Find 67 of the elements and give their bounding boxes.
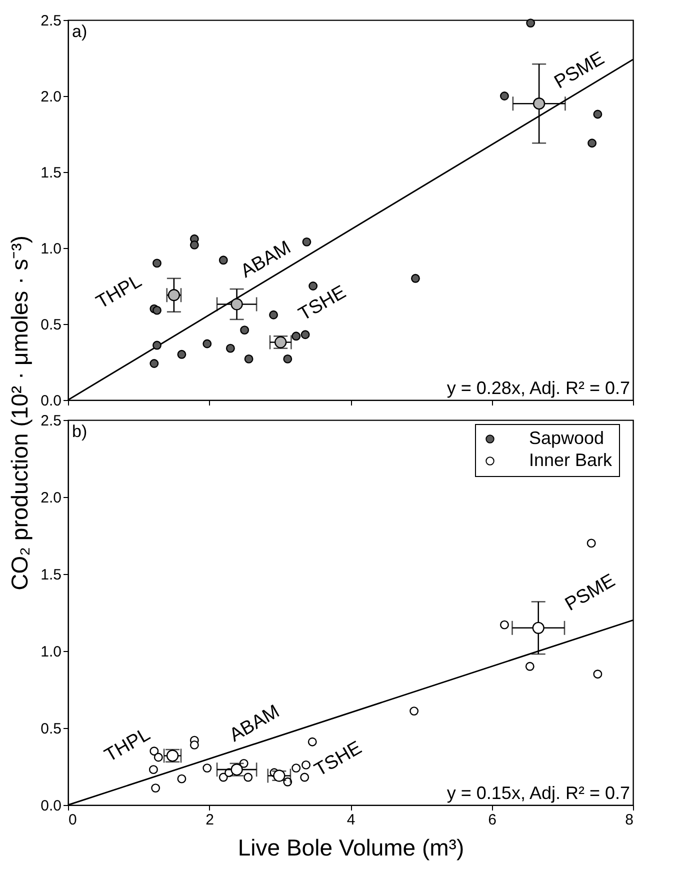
point <box>500 92 509 100</box>
point <box>411 274 420 283</box>
point <box>154 752 163 762</box>
point <box>244 772 253 782</box>
point <box>150 359 159 368</box>
x-tick-label: 8 <box>625 812 634 828</box>
point <box>226 344 235 353</box>
x-tick-label: 2 <box>206 812 214 828</box>
point <box>302 237 312 246</box>
point <box>190 740 199 750</box>
y-tick-label: 2.5 <box>40 412 62 430</box>
point <box>586 538 596 548</box>
y-tick-label: 0.0 <box>40 798 62 814</box>
x-tick-label: 6 <box>488 812 496 828</box>
x-tick-label: 4 <box>346 812 356 828</box>
point <box>292 332 301 341</box>
point <box>525 662 534 671</box>
y-tick-label: 0.5 <box>40 316 62 334</box>
point <box>283 354 292 364</box>
point <box>593 670 602 679</box>
point <box>269 310 278 320</box>
text: Inner Bark <box>529 450 614 470</box>
y-tick-label: 1.0 <box>40 644 62 660</box>
point <box>500 620 509 630</box>
point <box>202 764 212 773</box>
point <box>532 622 544 634</box>
point <box>202 339 212 348</box>
y-axis-title: CO₂ production (10² · μmoles · s⁻³) <box>6 236 33 590</box>
annotation: THPL <box>92 270 146 314</box>
y-tick-label: 2.0 <box>40 88 62 106</box>
annotation: y = 0.15x, Adj. R² = 0.7 <box>446 783 630 803</box>
point <box>230 298 243 310</box>
point <box>244 354 254 364</box>
point <box>177 774 186 784</box>
y-tick-label: 2.5 <box>40 12 62 30</box>
y-tick-label: 1.5 <box>40 566 62 584</box>
point <box>218 772 228 782</box>
annotation: y = 0.28x, Adj. R² = 0.7 <box>446 378 630 398</box>
point <box>240 326 250 335</box>
x-axis-title: Live Bole Volume (m³) <box>238 834 464 860</box>
point <box>532 98 546 110</box>
point <box>302 760 310 770</box>
y-tick-label: 0.0 <box>40 392 62 410</box>
annotation: b) <box>72 422 88 441</box>
point <box>593 110 602 119</box>
point <box>148 765 158 774</box>
point <box>300 330 310 340</box>
point <box>218 256 228 265</box>
point <box>588 138 597 148</box>
point <box>190 240 199 250</box>
point <box>152 340 162 350</box>
annotation: THPL <box>101 724 154 767</box>
point <box>152 258 162 268</box>
point <box>410 706 419 716</box>
point <box>177 350 186 359</box>
legend-label: Sapwood <box>529 428 604 448</box>
y-tick-label: 0.5 <box>40 720 62 738</box>
point <box>300 772 310 782</box>
x-tick-label: 0 <box>68 812 77 828</box>
annotation: a) <box>72 22 88 41</box>
point <box>292 764 301 773</box>
point <box>152 306 162 315</box>
point <box>151 784 160 793</box>
point <box>526 18 536 28</box>
y-tick-label: 2.0 <box>40 490 62 506</box>
y-tick-label: 1.5 <box>40 164 62 182</box>
y-tick-label: 1.0 <box>40 240 62 258</box>
